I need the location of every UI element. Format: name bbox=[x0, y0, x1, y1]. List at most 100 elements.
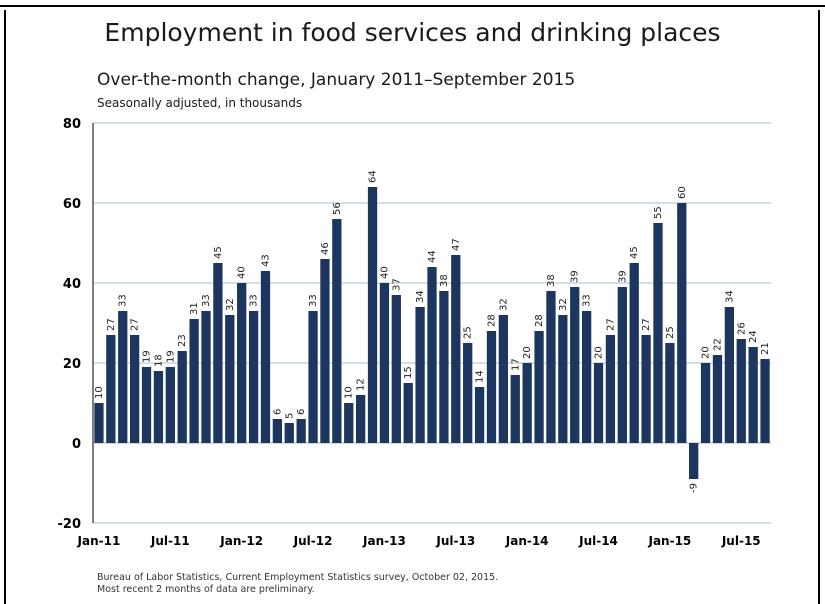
bar-value-label: 6 bbox=[272, 409, 283, 415]
bar bbox=[498, 315, 509, 443]
bar bbox=[629, 263, 639, 443]
bar-value-label: 25 bbox=[463, 326, 474, 339]
bar-value-label: 24 bbox=[748, 330, 759, 343]
bar-value-label: 14 bbox=[475, 370, 486, 383]
bar bbox=[546, 291, 556, 443]
bar-value-label: 47 bbox=[451, 238, 462, 251]
bar-value-label: 25 bbox=[665, 326, 676, 339]
bar-value-label: 37 bbox=[391, 278, 402, 291]
source-line-2: Most recent 2 months of data are prelimi… bbox=[97, 584, 315, 595]
bar-value-label: 18 bbox=[153, 354, 164, 367]
bar bbox=[641, 335, 651, 443]
bar-value-label: 27 bbox=[641, 318, 652, 331]
bar bbox=[439, 291, 449, 443]
bar bbox=[225, 315, 235, 443]
bar bbox=[237, 283, 247, 443]
bar-value-label: 40 bbox=[379, 266, 390, 279]
bar-value-label: 10 bbox=[94, 386, 105, 399]
bar-value-label: 40 bbox=[237, 266, 248, 279]
bar-value-label: 19 bbox=[142, 350, 153, 363]
bar bbox=[463, 343, 473, 443]
bar-value-label: 21 bbox=[760, 342, 771, 355]
bar-value-label: 20 bbox=[701, 346, 712, 359]
y-tick-label: 20 bbox=[63, 357, 81, 372]
bar bbox=[486, 331, 497, 443]
bar bbox=[332, 219, 342, 443]
bar bbox=[106, 335, 116, 443]
bar bbox=[760, 359, 770, 443]
bar bbox=[748, 347, 758, 443]
bar-value-label: 34 bbox=[415, 290, 426, 303]
bar bbox=[201, 311, 211, 443]
bar-value-label: 33 bbox=[249, 294, 260, 307]
bar bbox=[379, 283, 390, 443]
bar bbox=[260, 271, 271, 443]
bar bbox=[391, 295, 401, 443]
bar-value-label: 17 bbox=[510, 358, 521, 371]
bar-value-label: 27 bbox=[106, 318, 117, 331]
bar-value-label: 15 bbox=[403, 366, 414, 379]
bar bbox=[510, 375, 520, 443]
bar-value-label: 45 bbox=[629, 246, 640, 259]
bar bbox=[427, 267, 437, 443]
bar-value-label: 43 bbox=[260, 254, 271, 267]
x-tick-label: Jul-15 bbox=[721, 534, 761, 548]
bar bbox=[344, 403, 354, 443]
bar bbox=[367, 187, 378, 443]
y-tick-label: 0 bbox=[72, 437, 81, 452]
bar-value-label: 60 bbox=[677, 186, 688, 199]
bar bbox=[248, 311, 259, 443]
bar-value-label: 38 bbox=[439, 274, 450, 287]
bar bbox=[141, 367, 152, 443]
bar-value-label: 32 bbox=[225, 298, 236, 311]
bar-value-label: 31 bbox=[189, 302, 200, 315]
bar bbox=[213, 263, 223, 443]
bar bbox=[355, 395, 366, 443]
x-tick-label: Jul-14 bbox=[578, 534, 618, 548]
bar bbox=[534, 331, 544, 443]
bar bbox=[474, 387, 485, 443]
bar-value-label: 23 bbox=[177, 334, 188, 347]
bar-value-label: 5 bbox=[284, 413, 295, 419]
bar-value-label: 56 bbox=[332, 202, 343, 215]
bar-value-label: 33 bbox=[201, 294, 212, 307]
bar-value-label: 27 bbox=[130, 318, 141, 331]
chart-units-note: Seasonally adjusted, in thousands bbox=[97, 96, 303, 110]
x-tick-label: Jan-12 bbox=[219, 534, 263, 548]
bar-value-label: 20 bbox=[522, 346, 533, 359]
bar bbox=[712, 355, 723, 443]
bar-value-label: 28 bbox=[486, 314, 497, 327]
bar-value-label: 34 bbox=[724, 290, 735, 303]
bar bbox=[581, 311, 592, 443]
y-tick-label: 60 bbox=[63, 197, 81, 212]
bar bbox=[320, 259, 330, 443]
bar-value-label: 12 bbox=[356, 378, 367, 391]
bar bbox=[451, 255, 461, 443]
bar bbox=[570, 287, 580, 443]
bar-value-label: 32 bbox=[558, 298, 569, 311]
x-tick-label: Jan-15 bbox=[647, 534, 691, 548]
bar bbox=[189, 319, 199, 443]
chart-subtitle: Over-the-month change, January 2011–Sept… bbox=[97, 70, 576, 90]
bar-value-label: 39 bbox=[617, 270, 628, 283]
bar-value-label: 10 bbox=[344, 386, 355, 399]
bar-value-label: 55 bbox=[653, 206, 664, 219]
bar-value-label: 39 bbox=[570, 270, 581, 283]
source-note: Bureau of Labor Statistics, Current Empl… bbox=[97, 572, 498, 596]
bar-value-label: 28 bbox=[534, 314, 545, 327]
bar bbox=[177, 351, 187, 443]
y-tick-label: 80 bbox=[63, 117, 81, 132]
bar-value-label: 64 bbox=[368, 170, 379, 183]
bar bbox=[522, 363, 532, 443]
bar-value-label: 46 bbox=[320, 242, 331, 255]
x-tick-label: Jan-14 bbox=[505, 534, 549, 548]
bar bbox=[700, 363, 711, 443]
bar bbox=[284, 423, 294, 443]
bar-value-label: 33 bbox=[118, 294, 129, 307]
x-tick-label: Jan-13 bbox=[362, 534, 406, 548]
bar-value-label: 33 bbox=[582, 294, 593, 307]
chart-frame bbox=[4, 10, 820, 604]
bar bbox=[653, 223, 663, 443]
y-tick-label: -20 bbox=[58, 517, 82, 532]
